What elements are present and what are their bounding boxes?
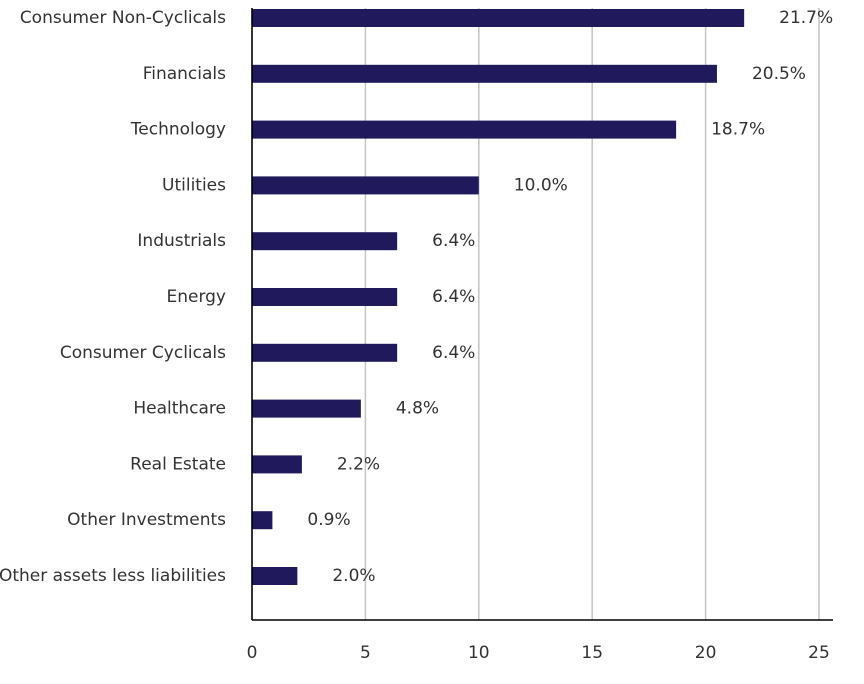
bar-7 (252, 399, 361, 418)
axes (251, 8, 833, 621)
category-label: Consumer Non-Cyclicals (20, 8, 226, 28)
category-label: Healthcare (133, 399, 226, 419)
bar-1 (252, 64, 717, 83)
bar-2 (252, 120, 677, 139)
category-label: Energy (166, 287, 226, 307)
category-label: Other Investments (67, 510, 226, 530)
value-label: 4.8% (396, 399, 439, 419)
value-label: 20.5% (752, 64, 806, 84)
bar-5 (252, 288, 398, 306)
category-label: Financials (143, 64, 226, 84)
x-tick-label: 5 (360, 643, 371, 663)
bars (252, 9, 745, 585)
value-label: 6.4% (432, 343, 475, 363)
bar-4 (252, 232, 398, 251)
value-label: 6.4% (432, 287, 475, 307)
value-label: 6.4% (432, 231, 475, 251)
labels: Consumer Non-Cyclicals 21.7% Financials 20.… (0, 8, 833, 663)
bar-8 (252, 455, 302, 474)
x-tick-label: 25 (808, 643, 830, 663)
value-label: 21.7% (779, 8, 833, 28)
x-tick-label: 10 (468, 643, 490, 663)
value-label: 18.7% (711, 120, 765, 140)
bar-0 (252, 9, 745, 27)
bar-6 (252, 343, 398, 362)
category-label: Real Estate (130, 454, 226, 474)
x-tick-label: 0 (247, 643, 258, 663)
gridlines (364, 8, 820, 620)
bar-3 (252, 176, 479, 195)
value-label: 2.0% (332, 566, 375, 586)
category-label: Consumer Cyclicals (60, 343, 226, 363)
category-label: Other assets less liabilities (0, 566, 226, 586)
x-tick-label: 15 (581, 643, 603, 663)
bar-10 (252, 567, 298, 585)
x-tick-label: 20 (695, 643, 717, 663)
category-label: Industrials (137, 231, 226, 251)
bar-9 (252, 511, 273, 530)
category-label: Technology (130, 120, 226, 140)
category-label: Utilities (162, 175, 226, 195)
value-label: 2.2% (337, 454, 380, 474)
value-label: 10.0% (514, 175, 568, 195)
value-label: 0.9% (307, 510, 350, 530)
